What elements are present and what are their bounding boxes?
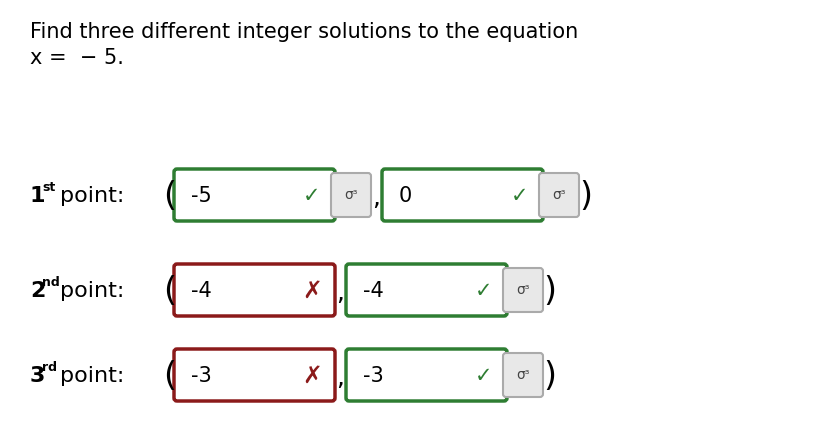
Text: ,: , xyxy=(336,281,343,305)
Text: -4: -4 xyxy=(362,281,383,301)
Text: 3: 3 xyxy=(30,366,45,386)
Text: σᶟ: σᶟ xyxy=(515,283,529,297)
FancyBboxPatch shape xyxy=(381,169,543,221)
Text: ): ) xyxy=(578,179,591,213)
Text: -4: -4 xyxy=(191,281,212,301)
Text: 0: 0 xyxy=(399,186,412,206)
Text: ): ) xyxy=(543,360,555,392)
FancyBboxPatch shape xyxy=(538,173,578,217)
Text: ,: , xyxy=(336,366,343,390)
Text: ✓: ✓ xyxy=(475,366,492,386)
Text: point:: point: xyxy=(60,366,124,386)
Text: rd: rd xyxy=(42,361,57,373)
Text: (: ( xyxy=(163,179,176,213)
Text: σᶟ: σᶟ xyxy=(552,188,565,202)
Text: -3: -3 xyxy=(191,366,212,386)
Text: 2: 2 xyxy=(30,281,45,301)
Text: point:: point: xyxy=(60,186,124,206)
FancyBboxPatch shape xyxy=(331,173,370,217)
Text: σᶟ: σᶟ xyxy=(344,188,357,202)
Text: ✓: ✓ xyxy=(475,281,492,301)
FancyBboxPatch shape xyxy=(502,353,543,397)
Text: (: ( xyxy=(163,360,176,392)
Text: ✗: ✗ xyxy=(302,364,322,388)
FancyBboxPatch shape xyxy=(174,169,335,221)
FancyBboxPatch shape xyxy=(174,264,335,316)
FancyBboxPatch shape xyxy=(502,268,543,312)
Text: ✗: ✗ xyxy=(302,279,322,303)
FancyBboxPatch shape xyxy=(174,349,335,401)
FancyBboxPatch shape xyxy=(346,264,506,316)
Text: -3: -3 xyxy=(362,366,383,386)
Text: nd: nd xyxy=(42,275,60,289)
Text: σᶟ: σᶟ xyxy=(515,368,529,382)
Text: ✓: ✓ xyxy=(303,186,320,206)
Text: Find three different integer solutions to the equation: Find three different integer solutions t… xyxy=(30,22,577,42)
Text: ,: , xyxy=(371,186,380,210)
Text: 1: 1 xyxy=(30,186,45,206)
Text: ): ) xyxy=(543,274,555,308)
Text: x =  − 5.: x = − 5. xyxy=(30,48,124,68)
FancyBboxPatch shape xyxy=(346,349,506,401)
Text: ✓: ✓ xyxy=(510,186,528,206)
Text: -5: -5 xyxy=(191,186,212,206)
Text: (: ( xyxy=(163,274,176,308)
Text: point:: point: xyxy=(60,281,124,301)
Text: st: st xyxy=(42,181,55,194)
